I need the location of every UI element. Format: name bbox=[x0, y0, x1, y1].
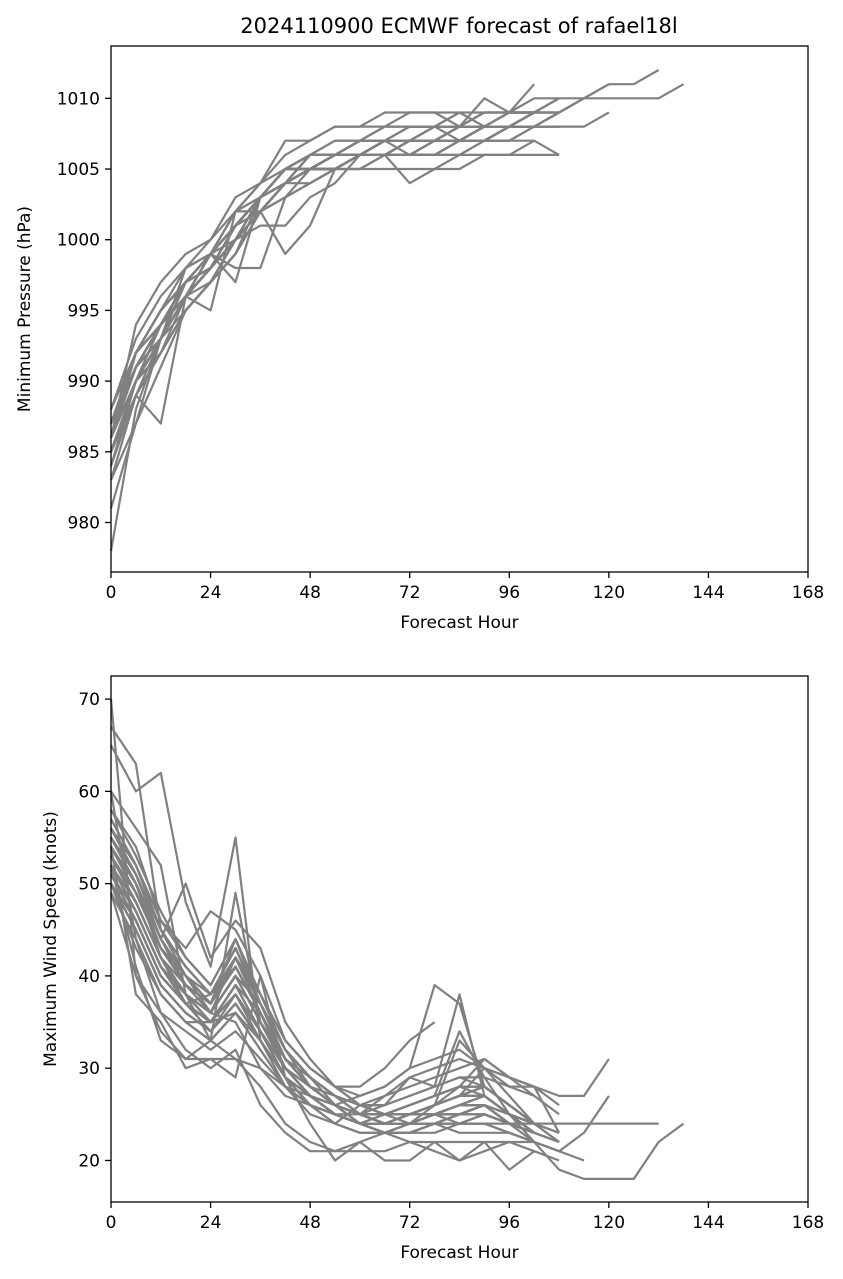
pressure-series-line-55 bbox=[109, 111, 535, 453]
wind-series-line-0 bbox=[109, 699, 685, 1181]
pressure-x-tick-label: 144 bbox=[692, 583, 724, 603]
pressure-y-tick-label: 1005 bbox=[57, 160, 100, 180]
pressure-lines bbox=[109, 69, 685, 551]
wind-x-tick-label: 144 bbox=[692, 1213, 724, 1233]
pressure-y-tick-label: 1000 bbox=[57, 231, 100, 251]
wind-panel: 0 24 48 72 96 120 144 168 20 30 40 50 60 70 Forecast… bbox=[41, 675, 824, 1263]
pressure-series-line-43 bbox=[109, 125, 510, 439]
pressure-panel: 0 24 48 72 96 120 144 168 980 985 990 995 1000 1005 1… bbox=[15, 45, 824, 633]
pressure-x-tick-label: 96 bbox=[498, 583, 520, 603]
wind-series-line-51 bbox=[109, 846, 535, 1171]
pressure-y-tick-label: 995 bbox=[68, 301, 100, 321]
pressure-series-line-53 bbox=[109, 125, 560, 424]
wind-series-line-21 bbox=[110, 892, 585, 1162]
wind-series-line-52 bbox=[109, 791, 560, 1162]
wind-y-tick-label: 60 bbox=[78, 782, 100, 802]
wind-y-tick-label: 50 bbox=[78, 875, 100, 895]
wind-x-tick-label: 168 bbox=[792, 1213, 824, 1233]
wind-series-line-55 bbox=[109, 883, 535, 1116]
pressure-series-line-31 bbox=[109, 125, 535, 424]
pressure-series-line-11 bbox=[109, 111, 535, 410]
wind-series-line-46 bbox=[110, 827, 535, 1125]
wind-lines bbox=[109, 699, 685, 1181]
wind-series-line-32 bbox=[110, 873, 535, 1134]
wind-x-tick-label: 0 bbox=[106, 1213, 117, 1233]
pressure-series-line-3 bbox=[109, 111, 610, 439]
wind-y-tick-label: 20 bbox=[78, 1151, 100, 1171]
pressure-series-line-38 bbox=[109, 125, 535, 424]
wind-series-line-49 bbox=[110, 836, 535, 1125]
pressure-series-line-16 bbox=[109, 139, 510, 439]
pressure-y-tick-label: 1010 bbox=[57, 89, 100, 109]
pressure-x-tick-label: 48 bbox=[299, 583, 321, 603]
wind-x-tick-label: 72 bbox=[399, 1213, 421, 1233]
wind-y-tick-label: 40 bbox=[78, 967, 100, 987]
wind-series-line-33 bbox=[110, 855, 510, 1125]
pressure-series-line-48 bbox=[109, 125, 535, 424]
wind-plot-frame bbox=[110, 675, 809, 1203]
wind-y-axis-label: Maximum Wind Speed (knots) bbox=[41, 811, 61, 1067]
pressure-x-tick-label: 0 bbox=[106, 583, 117, 603]
pressure-series-line-52 bbox=[109, 125, 535, 439]
pressure-x-axis-label: Forecast Hour bbox=[400, 613, 518, 633]
wind-x-tick-label: 120 bbox=[593, 1213, 625, 1233]
wind-x-tick-label: 48 bbox=[299, 1213, 321, 1233]
wind-y-tick-label: 30 bbox=[78, 1059, 100, 1079]
pressure-x-tick-label: 120 bbox=[593, 583, 625, 603]
pressure-series-line-45 bbox=[109, 125, 535, 424]
pressure-y-tick-label: 990 bbox=[68, 372, 100, 392]
wind-series-line-45 bbox=[110, 883, 535, 1134]
chart-title: 2024110900 ECMWF forecast of rafael18l bbox=[240, 14, 677, 38]
pressure-series-line-54 bbox=[109, 83, 536, 438]
pressure-series-line-50 bbox=[109, 111, 460, 481]
pressure-x-axis: 0 24 48 72 96 120 144 168 bbox=[106, 572, 824, 603]
pressure-y-tick-label: 980 bbox=[68, 514, 100, 534]
wind-x-axis-label: Forecast Hour bbox=[400, 1243, 518, 1263]
pressure-plot-frame bbox=[110, 45, 809, 573]
pressure-series-line-14 bbox=[109, 111, 560, 424]
wind-y-axis: 20 30 40 50 60 70 bbox=[78, 690, 111, 1171]
wind-series-line-35 bbox=[110, 892, 560, 1153]
pressure-series-line-20 bbox=[109, 125, 510, 424]
pressure-x-tick-label: 168 bbox=[792, 583, 824, 603]
wind-series-line-1 bbox=[110, 726, 659, 1125]
pressure-y-axis: 980 985 990 995 1000 1005 1010 bbox=[57, 89, 111, 534]
wind-series-line-48 bbox=[110, 873, 535, 1134]
wind-x-tick-label: 96 bbox=[498, 1213, 520, 1233]
wind-series-line-20 bbox=[110, 855, 510, 1125]
wind-series-line-54 bbox=[109, 892, 535, 1125]
wind-x-tick-label: 24 bbox=[200, 1213, 222, 1233]
pressure-x-tick-label: 72 bbox=[399, 583, 421, 603]
wind-series-line-50 bbox=[110, 809, 436, 1088]
wind-y-tick-label: 70 bbox=[78, 690, 100, 710]
pressure-x-tick-label: 24 bbox=[200, 583, 222, 603]
pressure-y-axis-label: Minimum Pressure (hPa) bbox=[15, 206, 35, 412]
wind-x-axis: 0 24 48 72 96 120 144 168 bbox=[106, 1202, 824, 1233]
pressure-y-tick-label: 985 bbox=[68, 443, 100, 463]
pressure-series-line-33 bbox=[109, 125, 510, 439]
